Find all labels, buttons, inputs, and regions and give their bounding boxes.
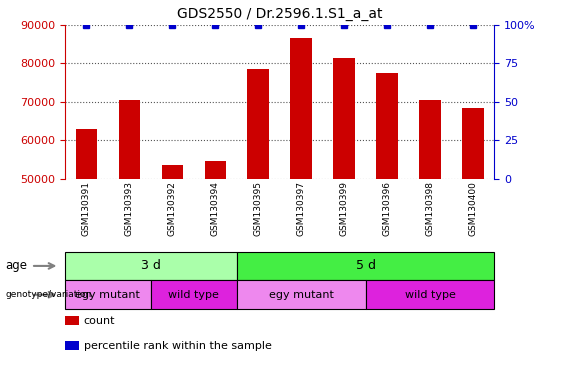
Text: GSM130397: GSM130397 xyxy=(297,181,306,236)
Bar xyxy=(366,280,494,309)
Text: 5 d: 5 d xyxy=(355,260,376,272)
Text: wild type: wild type xyxy=(405,290,455,300)
Text: percentile rank within the sample: percentile rank within the sample xyxy=(84,341,272,351)
Text: egy mutant: egy mutant xyxy=(269,290,333,300)
Text: age: age xyxy=(6,260,28,272)
Bar xyxy=(65,280,151,309)
Title: GDS2550 / Dr.2596.1.S1_a_at: GDS2550 / Dr.2596.1.S1_a_at xyxy=(177,7,383,21)
Text: 3 d: 3 d xyxy=(141,260,161,272)
Bar xyxy=(76,129,97,179)
Bar xyxy=(462,108,484,179)
Bar xyxy=(162,165,183,179)
Text: GSM130394: GSM130394 xyxy=(211,181,220,236)
Text: egy mutant: egy mutant xyxy=(76,290,140,300)
Bar xyxy=(247,69,269,179)
Bar xyxy=(376,73,398,179)
Text: GSM130393: GSM130393 xyxy=(125,181,134,236)
Bar xyxy=(205,161,226,179)
Text: wild type: wild type xyxy=(168,290,219,300)
Text: GSM130391: GSM130391 xyxy=(82,181,91,236)
Text: GSM130399: GSM130399 xyxy=(340,181,349,236)
Bar xyxy=(419,100,441,179)
Bar xyxy=(65,252,237,280)
Bar xyxy=(237,252,494,280)
Bar xyxy=(290,38,312,179)
Bar xyxy=(119,100,140,179)
Text: GSM130395: GSM130395 xyxy=(254,181,263,236)
Text: GSM130392: GSM130392 xyxy=(168,181,177,236)
Text: GSM130398: GSM130398 xyxy=(425,181,434,236)
Text: GSM130396: GSM130396 xyxy=(383,181,392,236)
Text: count: count xyxy=(84,316,115,326)
Text: GSM130400: GSM130400 xyxy=(468,181,477,236)
Text: genotype/variation: genotype/variation xyxy=(6,290,92,299)
Bar xyxy=(151,280,237,309)
Bar xyxy=(237,280,366,309)
Bar xyxy=(333,58,355,179)
